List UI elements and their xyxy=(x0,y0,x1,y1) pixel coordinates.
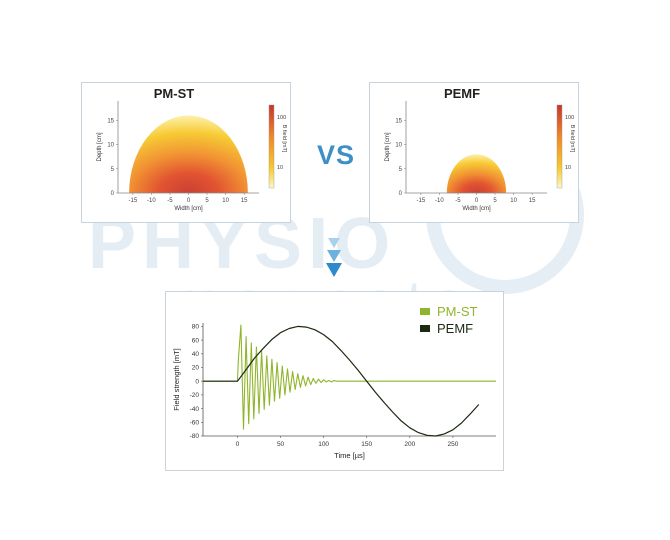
x-tick-label: 100 xyxy=(318,441,329,448)
vs-label: VS xyxy=(317,140,356,170)
heatmap-chart-pemf: -15 -10 -5 0 5 10 15 0 5 10 15 Width [cm] Depth [cm]… xyxy=(385,101,575,212)
x-tick-label-pemf: -5 xyxy=(455,198,461,204)
x-tick-label-pemf: 10 xyxy=(510,198,517,204)
x-tick-label-pemf: 15 xyxy=(529,198,536,204)
y-axis-label-pemf: Depth [cm] xyxy=(385,132,391,161)
legend-swatch-pemf xyxy=(420,325,430,332)
y-tick-label: 40 xyxy=(192,351,200,358)
x-tick-label-pmst: 10 xyxy=(222,198,229,204)
x-tick-label-pemf: 0 xyxy=(475,198,479,204)
line-chart-panel: 80 60 40 20 0 -20 -40 -60 -80 0 50 100 150 200 250 Time… xyxy=(165,291,504,471)
x-tick-label-pemf: 5 xyxy=(493,198,497,204)
x-axis-label: Time [µs] xyxy=(334,451,365,460)
y-tick-label-pemf: 15 xyxy=(395,118,402,124)
series-line-pemf xyxy=(203,325,480,437)
x-tick-label: 200 xyxy=(404,441,415,448)
y-tick-label: -80 xyxy=(190,433,200,440)
field-region-pemf xyxy=(446,154,507,193)
x-tick-label-pmst: 0 xyxy=(187,198,191,204)
legend-item-pmst: PM-ST xyxy=(420,303,477,320)
colorbar-label-pemf: B field [mT] xyxy=(569,125,575,153)
heatmap-chart-pmst: -15 -10 -5 0 5 10 15 0 5 10 15 Width [cm] Depth [cm]… xyxy=(97,101,287,212)
x-tick-label: 0 xyxy=(236,441,240,448)
colorbar-tick-label-pmst: 100 xyxy=(277,115,286,121)
colorbar-pmst xyxy=(268,104,275,189)
x-tick-label-pmst: -5 xyxy=(167,198,173,204)
legend-label-pemf: PEMF xyxy=(437,321,474,336)
series-line-pmst xyxy=(203,324,496,430)
x-tick-label-pmst: 5 xyxy=(205,198,209,204)
heatmap-panel-pmst: PM-ST -15 -10 -5 0 5 10 15 0 5 10 15 Width [cm] Dept… xyxy=(81,82,291,223)
legend-item-pemf: PEMF xyxy=(420,320,477,337)
heatmap-title-pmst: PM-ST xyxy=(153,86,195,101)
x-tick-label-pmst: 15 xyxy=(241,198,248,204)
legend-label-pmst: PM-ST xyxy=(437,304,478,319)
y-axis-label: Field strength [mT] xyxy=(172,348,181,411)
x-tick-label-pmst: -15 xyxy=(129,198,138,204)
colorbar-tick-label-pemf: 10 xyxy=(565,165,571,171)
x-axis-label-pemf: Width [cm] xyxy=(462,206,491,212)
y-tick-label-pmst: 10 xyxy=(107,143,114,149)
field-region-pmst xyxy=(129,115,248,193)
x-tick-label: 250 xyxy=(447,441,458,448)
x-axis-label-pmst: Width [cm] xyxy=(174,206,203,212)
colorbar-pemf xyxy=(556,104,563,189)
y-tick-label-pmst: 15 xyxy=(107,118,114,124)
y-tick-label: -40 xyxy=(190,406,200,413)
y-tick-label-pmst: 0 xyxy=(111,191,115,197)
heatmap-title-pemf: PEMF xyxy=(443,86,481,101)
y-tick-label-pmst: 5 xyxy=(111,167,115,173)
y-tick-label: -20 xyxy=(190,392,200,399)
y-tick-label-pemf: 5 xyxy=(399,167,403,173)
legend-swatch-pmst xyxy=(420,308,430,315)
y-tick-label: 0 xyxy=(195,378,199,385)
y-tick-label-pemf: 10 xyxy=(395,143,402,149)
x-tick-label-pmst: -10 xyxy=(147,198,156,204)
y-tick-label: 80 xyxy=(192,324,200,331)
x-tick-label: 150 xyxy=(361,441,372,448)
y-axis-label-pmst: Depth [cm] xyxy=(97,132,103,161)
x-tick-label-pemf: -15 xyxy=(417,198,426,204)
colorbar-tick-label-pmst: 10 xyxy=(277,165,283,171)
colorbar-label-pmst: B field [mT] xyxy=(281,125,287,153)
chart-legend: PM-ST PEMF xyxy=(420,303,477,337)
y-tick-label: -60 xyxy=(190,420,200,427)
down-arrows-icon xyxy=(326,238,342,277)
x-tick-label-pemf: -10 xyxy=(435,198,444,204)
y-tick-label: 20 xyxy=(192,365,200,372)
y-tick-label-pemf: 0 xyxy=(399,191,403,197)
x-tick-label: 50 xyxy=(277,441,285,448)
heatmap-panel-pemf: PEMF -15 -10 -5 0 5 10 15 0 5 10 15 Width [cm] Depth… xyxy=(369,82,579,223)
colorbar-tick-label-pemf: 100 xyxy=(565,115,574,121)
y-tick-label: 60 xyxy=(192,337,200,344)
